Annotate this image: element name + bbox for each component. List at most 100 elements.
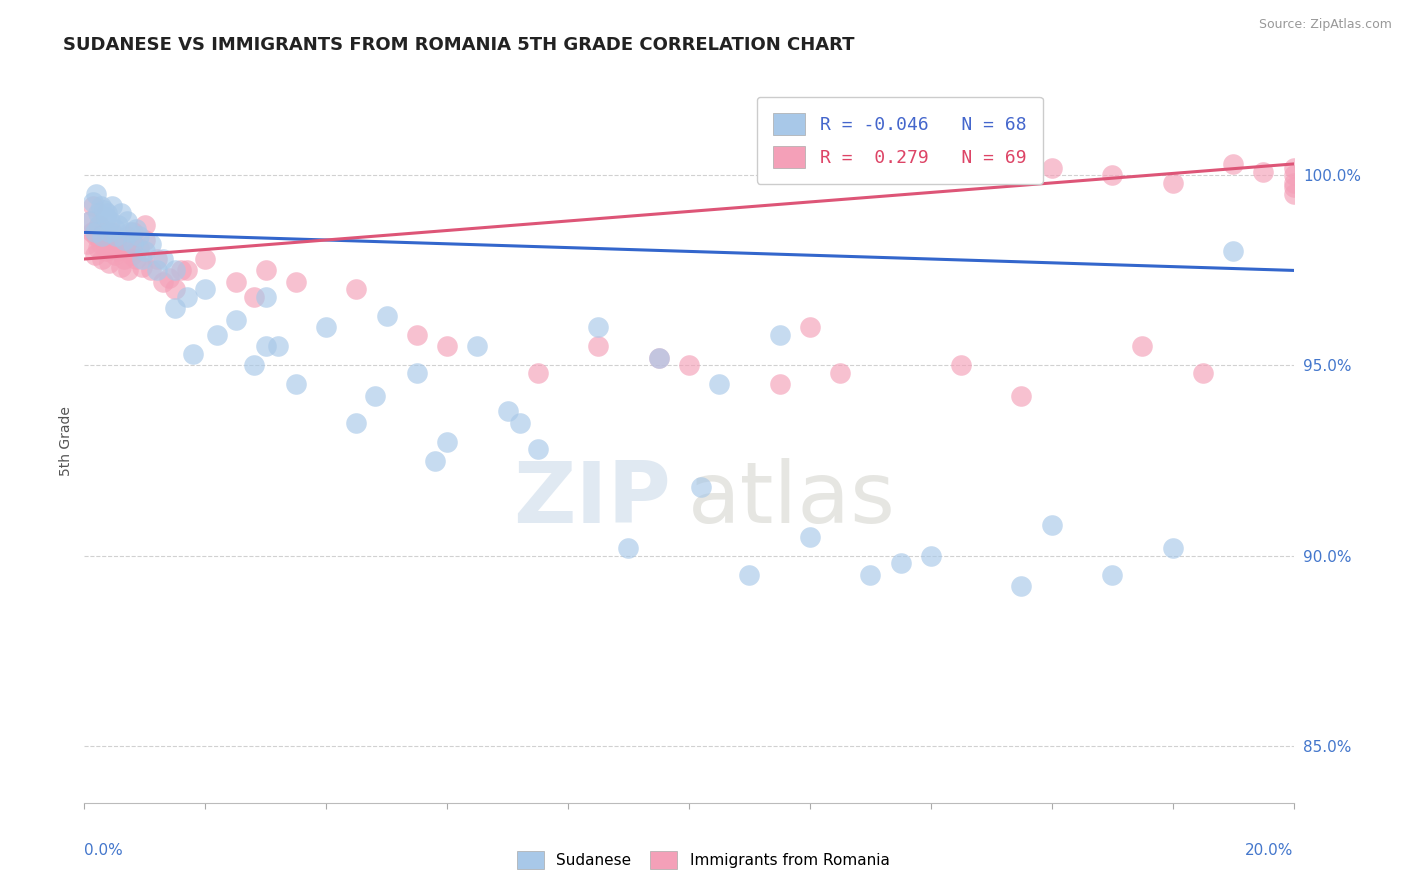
Point <box>1040 161 1063 175</box>
Point <box>165 282 187 296</box>
Point <box>139 263 162 277</box>
Point <box>98 214 121 228</box>
Point <box>254 263 277 277</box>
Point <box>94 244 117 259</box>
Point <box>242 290 264 304</box>
Point <box>769 377 792 392</box>
Point <box>799 530 821 544</box>
Point <box>134 218 156 232</box>
Point <box>254 339 277 353</box>
Point <box>96 233 118 247</box>
Text: Source: ZipAtlas.com: Source: ZipAtlas.com <box>1258 18 1392 31</box>
Point <box>134 233 156 247</box>
Point <box>115 214 138 228</box>
Point <box>1011 389 1033 403</box>
Point <box>375 309 398 323</box>
Point <box>86 241 108 255</box>
Point <box>799 320 821 334</box>
Point <box>1282 161 1305 175</box>
Point <box>1282 179 1305 194</box>
Y-axis label: 5th Grade: 5th Grade <box>59 407 73 476</box>
Point <box>112 252 135 266</box>
Point <box>1161 541 1184 555</box>
Point <box>131 260 153 274</box>
Point <box>94 210 117 224</box>
Point <box>112 233 135 247</box>
Point <box>588 339 610 353</box>
Point <box>107 218 129 232</box>
Point <box>423 453 446 467</box>
Point <box>146 263 169 277</box>
Point <box>91 252 114 266</box>
Point <box>90 236 112 251</box>
Point <box>118 226 141 240</box>
Point <box>406 366 429 380</box>
Point <box>738 567 761 582</box>
Point <box>242 359 264 373</box>
Point <box>648 351 671 365</box>
Point <box>82 194 104 209</box>
Point <box>181 347 204 361</box>
Point <box>165 301 187 316</box>
Point <box>86 206 108 220</box>
Point <box>84 226 107 240</box>
Point <box>709 377 731 392</box>
Point <box>406 328 429 343</box>
Point <box>82 199 104 213</box>
Point <box>118 244 141 259</box>
Point <box>152 252 174 266</box>
Point <box>1282 187 1305 202</box>
Point <box>104 248 127 262</box>
Point <box>1011 579 1033 593</box>
Point <box>1040 518 1063 533</box>
Point <box>890 556 912 570</box>
Point <box>76 236 98 251</box>
Point <box>1192 366 1215 380</box>
Point <box>89 218 111 232</box>
Point <box>79 214 101 228</box>
Point <box>121 226 143 240</box>
Point <box>617 541 640 555</box>
Point <box>920 549 942 563</box>
Point <box>121 236 143 251</box>
Point <box>690 480 713 494</box>
Text: SUDANESE VS IMMIGRANTS FROM ROMANIA 5TH GRADE CORRELATION CHART: SUDANESE VS IMMIGRANTS FROM ROMANIA 5TH … <box>63 36 855 54</box>
Point <box>467 339 489 353</box>
Point <box>104 221 127 235</box>
Point <box>97 226 120 240</box>
Point <box>950 359 973 373</box>
Point <box>93 202 115 217</box>
Point <box>1161 176 1184 190</box>
Point <box>194 252 217 266</box>
Point <box>1282 169 1305 183</box>
Point <box>125 252 148 266</box>
Point <box>134 244 156 259</box>
Point <box>139 236 162 251</box>
Point <box>254 290 277 304</box>
Point <box>1132 339 1154 353</box>
Point <box>678 359 700 373</box>
Text: 20.0%: 20.0% <box>1246 843 1294 857</box>
Point <box>1253 164 1275 178</box>
Point <box>100 199 122 213</box>
Point <box>267 339 290 353</box>
Point <box>1222 244 1244 259</box>
Point <box>1222 157 1244 171</box>
Point <box>363 389 385 403</box>
Point <box>859 567 882 582</box>
Point <box>436 339 458 353</box>
Point <box>117 263 139 277</box>
Point <box>146 252 169 266</box>
Point <box>121 236 143 251</box>
Point <box>769 328 792 343</box>
Point <box>86 187 108 202</box>
Point <box>152 275 174 289</box>
Point <box>207 328 229 343</box>
Point <box>527 442 550 457</box>
Point <box>110 206 132 220</box>
Legend: Sudanese, Immigrants from Romania: Sudanese, Immigrants from Romania <box>510 845 896 875</box>
Point <box>315 320 337 334</box>
Point <box>346 416 368 430</box>
Point <box>131 252 153 266</box>
Point <box>648 351 671 365</box>
